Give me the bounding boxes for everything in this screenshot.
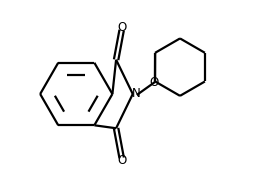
Text: O: O <box>118 21 127 34</box>
Text: O: O <box>118 154 127 167</box>
Text: N: N <box>132 86 140 100</box>
Text: O: O <box>150 76 159 89</box>
